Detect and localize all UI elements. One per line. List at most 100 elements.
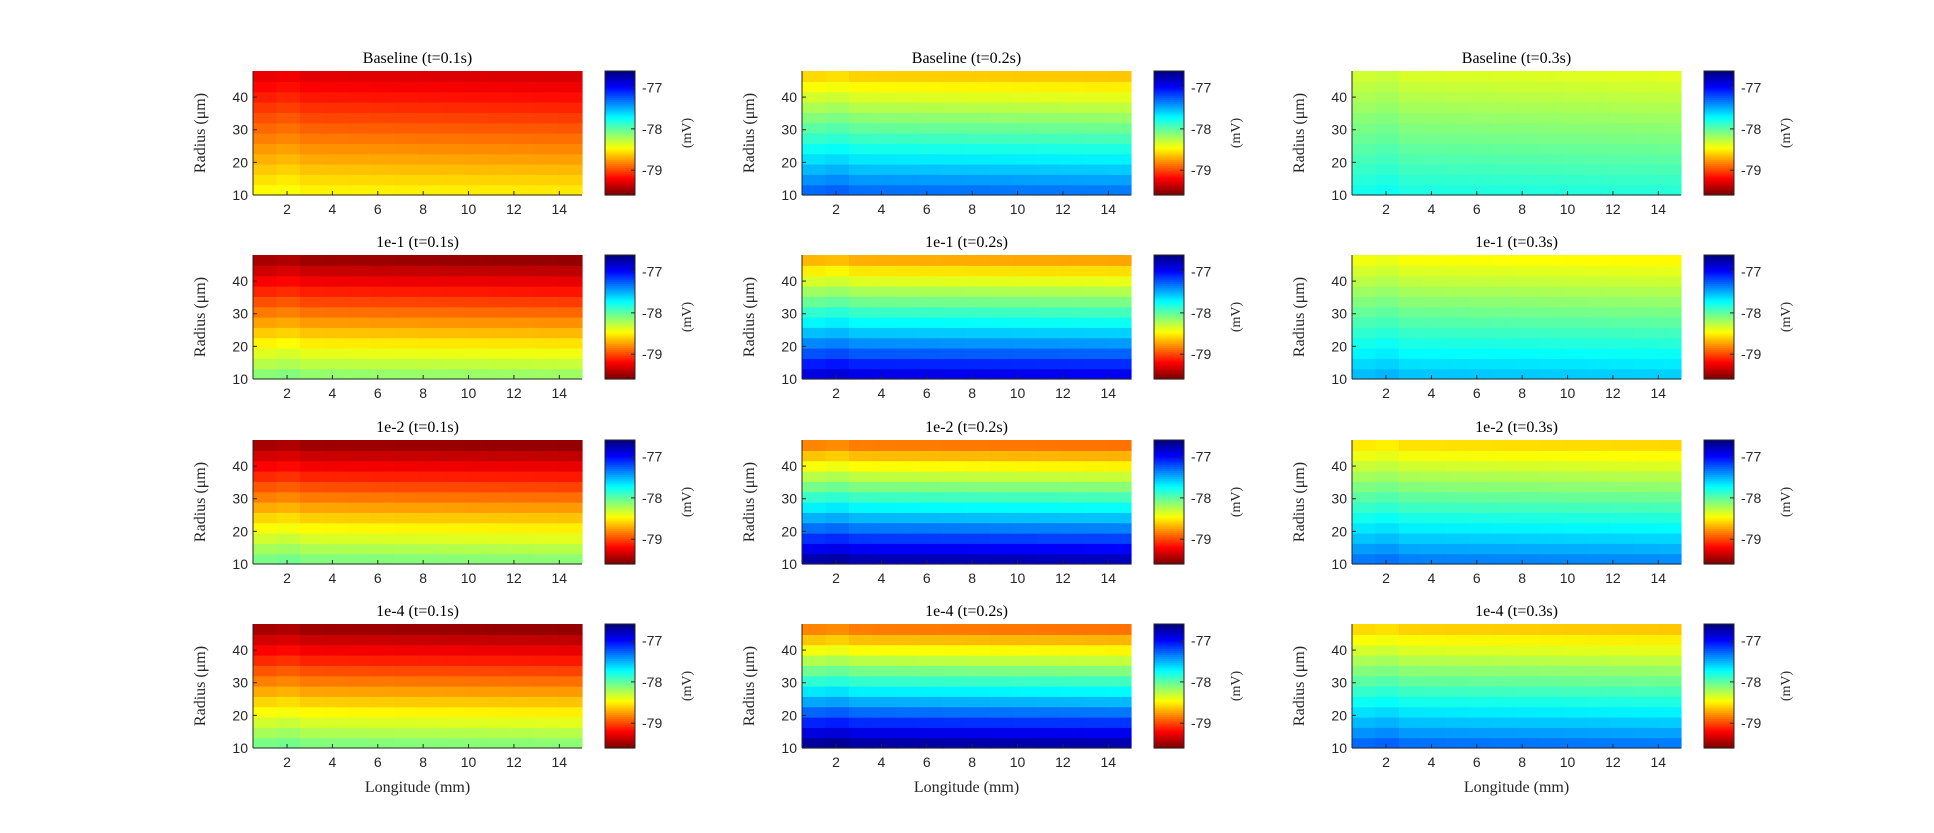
heatmap-cell (919, 327, 944, 339)
heatmap-cell (300, 133, 325, 144)
heatmap-cell (1634, 696, 1659, 708)
heatmap-cell (1540, 665, 1565, 677)
heatmap-cell (535, 706, 560, 718)
heatmap-cell (825, 665, 850, 677)
heatmap-cell (464, 122, 489, 134)
colorbar-segment (605, 255, 635, 258)
heatmap-cell (872, 533, 897, 544)
heatmap-cell (990, 184, 1015, 196)
heatmap-cell (417, 706, 442, 718)
colorbar-segment (605, 658, 635, 662)
heatmap-cell (1107, 348, 1132, 359)
heatmap-cell (825, 533, 850, 544)
heatmap-cell (464, 471, 489, 482)
colorbar-segment (1704, 746, 1734, 749)
heatmap-cell (370, 450, 395, 462)
heatmap-cell (825, 440, 850, 451)
colorbar-segment (1154, 289, 1184, 293)
x-axis-label: Longitude (mm) (365, 779, 470, 796)
colorbar-segment (1704, 105, 1734, 109)
heatmap-cell (1657, 706, 1682, 718)
colorbar-segment (1704, 173, 1734, 177)
colorbar-segment (1704, 730, 1734, 734)
heatmap-cell (802, 327, 827, 339)
heatmap-cell (1375, 686, 1400, 697)
y-tick-label: 20 (1331, 523, 1347, 539)
heatmap-cell (394, 358, 419, 370)
heatmap-cell (1446, 533, 1471, 544)
heatmap-cell (347, 143, 372, 155)
colorbar-segment (1154, 484, 1184, 488)
heatmap-cell (1634, 133, 1659, 144)
colorbar-segment (1704, 467, 1734, 470)
heatmap-cell (1516, 265, 1541, 277)
heatmap-cell (1352, 337, 1377, 349)
colorbar-tick-label: -78 (1741, 674, 1761, 690)
colorbar-segment (1154, 722, 1184, 726)
heatmap-cell (1060, 112, 1085, 124)
colorbar-tick-label: -78 (1741, 490, 1761, 506)
heatmap-cell (417, 286, 442, 297)
heatmap-cell (300, 665, 325, 677)
heatmap-cell (825, 368, 850, 380)
heatmap-cell (943, 143, 968, 155)
heatmap-cell (323, 81, 348, 93)
heatmap-cell (558, 275, 583, 287)
heatmap-cell (1563, 306, 1588, 318)
heatmap-cell (441, 164, 466, 175)
heatmap-cell (1493, 71, 1518, 82)
heatmap-cell (1610, 706, 1635, 718)
colorbar-segment (1154, 74, 1184, 78)
heatmap-cell (849, 450, 874, 462)
heatmap-cell (1060, 665, 1085, 677)
heatmap-cell (1422, 122, 1447, 134)
heatmap-cell (943, 348, 968, 359)
heatmap-cell (966, 717, 991, 728)
heatmap-cell (919, 686, 944, 697)
heatmap-cell (943, 306, 968, 318)
colorbar-label: (mV) (680, 671, 695, 702)
heatmap-cell (872, 665, 897, 677)
colorbar-segment (1154, 445, 1184, 449)
heatmap-cell (825, 502, 850, 513)
heatmap-cell (1587, 184, 1612, 196)
heatmap-cell (872, 143, 897, 155)
heatmap-cell (535, 450, 560, 462)
heatmap-cell (464, 133, 489, 144)
heatmap-cell (1013, 543, 1038, 555)
heatmap-cell (1446, 91, 1471, 103)
heatmap-cell (1352, 81, 1377, 93)
heatmap-cell (1107, 727, 1132, 739)
colorbar-segment (1154, 284, 1184, 287)
y-tick-label: 30 (232, 122, 248, 138)
heatmap-cell (1587, 286, 1612, 297)
colorbar-segment (1704, 74, 1734, 78)
heatmap-cell (1013, 634, 1038, 646)
heatmap-cell (990, 358, 1015, 370)
heatmap-cell (943, 717, 968, 728)
heatmap-cell (370, 533, 395, 544)
colorbar-segment (605, 78, 635, 82)
heatmap-cell (441, 471, 466, 482)
heatmap-cell (825, 543, 850, 555)
heatmap-cell (1516, 502, 1541, 513)
heatmap-cell (1493, 327, 1518, 339)
colorbar-segment (605, 336, 635, 339)
heatmap-cell (1375, 727, 1400, 739)
x-tick-label: 2 (283, 754, 291, 770)
heatmap-cell (1375, 696, 1400, 708)
colorbar-segment (605, 740, 635, 743)
heatmap-cell (966, 644, 991, 656)
colorbar-segment (605, 367, 635, 370)
colorbar-segment (605, 144, 635, 148)
heatmap-cell (919, 553, 944, 565)
colorbar-segment (605, 344, 635, 347)
heatmap-cell (253, 368, 278, 380)
heatmap-cell (896, 255, 921, 266)
colorbar-segment (1154, 533, 1184, 536)
heatmap-cell (276, 184, 301, 196)
heatmap-cell (1352, 102, 1377, 113)
colorbar-segment (1704, 525, 1734, 528)
heatmap-cell (825, 348, 850, 359)
colorbar-segment (1704, 293, 1734, 297)
